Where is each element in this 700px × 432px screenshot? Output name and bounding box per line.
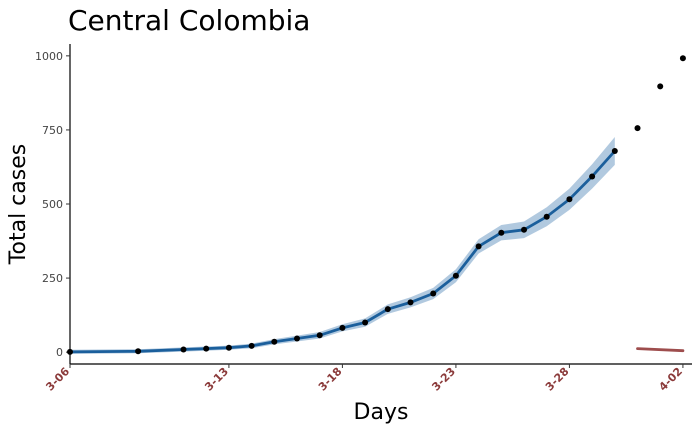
data-point [430,290,437,297]
data-point [248,342,255,349]
data-point [67,348,73,355]
y-tick-label-500: 500 [42,198,63,211]
data-point [407,299,414,306]
data-point [543,213,550,220]
data-point [135,348,142,355]
y-tick-label-0: 0 [56,346,63,359]
data-point [634,125,641,132]
x-tick-label-4-02: 4-02 [656,365,685,394]
y-tick-label-1000: 1000 [35,50,63,63]
data-point [316,332,323,339]
data-point [452,272,459,279]
data-point [521,226,528,233]
y-axis-title: Total cases [6,144,31,265]
data-point [339,324,346,331]
chart-title: Central Colombia [68,4,310,37]
x-tick-label-3-18: 3-18 [316,365,345,394]
data-point [180,346,187,353]
data-point [475,243,482,250]
data-point [589,173,596,180]
x-tick-label-3-06: 3-06 [43,365,72,394]
x-tick-label-3-28: 3-28 [543,365,572,394]
confidence-ribbon [70,137,615,354]
plot-area: 0 250 500 750 1000 3-06 3-13 3-18 3-23 3-28 4-02 [35,44,692,394]
data-point [657,83,664,90]
data-point [225,344,232,351]
data-point [498,229,505,236]
x-tick-label-3-13: 3-13 [202,365,231,394]
fit-line [69,150,616,354]
data-point [679,55,686,62]
data-point [203,345,210,352]
data-point [611,147,618,154]
data-point [566,196,573,203]
data-point [362,319,369,326]
y-tick-label-750: 750 [42,124,63,137]
x-axis-title: Days [354,400,409,425]
y-tick-label-250: 250 [42,272,63,285]
data-point [384,306,391,313]
data-point [271,338,278,345]
forecast-line [636,347,685,353]
x-tick-label-3-23: 3-23 [429,365,458,394]
data-point [294,335,301,342]
